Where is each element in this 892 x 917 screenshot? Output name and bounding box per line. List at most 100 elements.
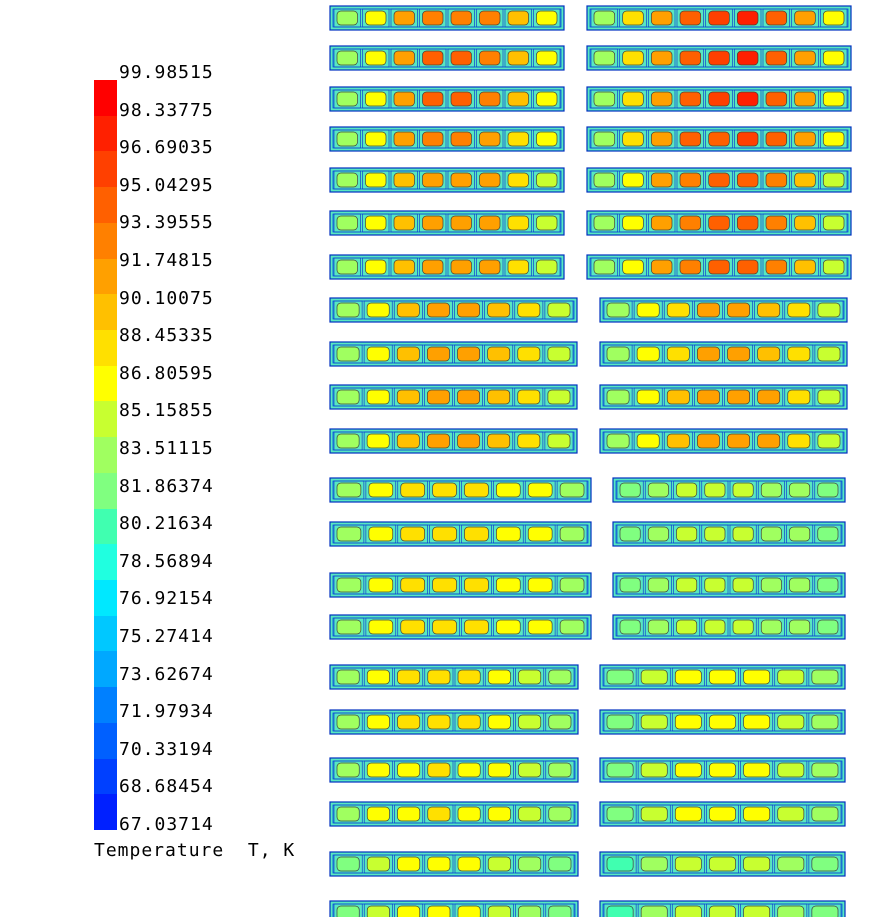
cell-wall xyxy=(362,170,390,190)
left-panel-inner-frame xyxy=(332,712,576,732)
cell-wall xyxy=(647,213,676,233)
cell-wall xyxy=(393,431,423,451)
cell-core xyxy=(811,669,839,685)
cell-core xyxy=(679,50,702,66)
cell-wall xyxy=(762,170,791,190)
cell-wall xyxy=(616,524,644,544)
cell-wall xyxy=(362,213,390,233)
legend-swatch xyxy=(94,222,117,260)
cell-core xyxy=(743,714,771,730)
cell-wall xyxy=(808,804,842,824)
cell-core xyxy=(450,259,472,275)
cell-wall xyxy=(603,344,633,364)
cell-core xyxy=(336,50,358,66)
cell-wall xyxy=(647,48,676,68)
cell-core xyxy=(732,526,754,542)
cell-core xyxy=(593,259,616,275)
cell-wall xyxy=(362,129,390,149)
left-panel-inner-frame xyxy=(332,8,562,28)
cell-core xyxy=(464,619,489,635)
cell-core xyxy=(794,215,816,231)
cell-wall xyxy=(819,170,848,190)
cell-core xyxy=(366,389,390,405)
left-panel-frame xyxy=(329,167,565,193)
cell-wall xyxy=(619,8,647,28)
legend-tick-label: 96.69035 xyxy=(119,137,214,159)
cell-wall xyxy=(590,213,619,233)
cell-wall xyxy=(701,524,729,544)
cell-wall xyxy=(663,300,693,320)
cell-wall xyxy=(676,8,705,28)
cell-wall xyxy=(476,170,504,190)
left-panel-inner-frame xyxy=(332,170,562,190)
cell-wall xyxy=(545,804,575,824)
cell-core xyxy=(507,172,529,188)
left-panel-inner-frame xyxy=(332,213,562,233)
cell-wall xyxy=(524,617,556,637)
cell-core xyxy=(518,714,542,730)
cell-wall xyxy=(814,480,842,500)
cell-wall xyxy=(740,854,774,874)
cell-wall xyxy=(363,804,393,824)
cell-core xyxy=(432,482,457,498)
cell-core xyxy=(432,526,457,542)
cell-core xyxy=(422,131,444,147)
cell-wall xyxy=(515,760,545,780)
cell-wall xyxy=(424,760,454,780)
cell-core xyxy=(732,619,754,635)
cell-core xyxy=(708,91,730,107)
cell-core xyxy=(496,482,521,498)
cell-wall xyxy=(673,480,701,500)
cell-core xyxy=(517,346,541,362)
cell-core xyxy=(507,50,529,66)
cell-wall xyxy=(454,712,484,732)
cell-wall xyxy=(454,667,484,687)
cell-wall xyxy=(733,213,762,233)
cell-wall xyxy=(333,480,365,500)
cell-wall xyxy=(676,170,705,190)
cell-wall xyxy=(791,170,819,190)
cell-wall xyxy=(724,344,753,364)
cell-core xyxy=(593,50,616,66)
cell-core xyxy=(559,526,585,542)
cell-core xyxy=(559,619,585,635)
cell-wall xyxy=(647,257,676,277)
cell-core xyxy=(708,215,730,231)
cell-wall xyxy=(740,804,774,824)
cell-core xyxy=(496,619,521,635)
cell-core xyxy=(547,302,571,318)
cell-wall xyxy=(740,667,774,687)
cell-core xyxy=(457,856,481,872)
cell-wall xyxy=(603,760,637,780)
cell-wall xyxy=(461,524,492,544)
cell-wall xyxy=(362,89,390,109)
cell-wall xyxy=(504,170,532,190)
cell-core xyxy=(606,302,630,318)
cell-core xyxy=(427,302,450,318)
left-panel-inner-frame xyxy=(332,575,589,595)
cell-wall xyxy=(644,480,672,500)
cell-wall xyxy=(393,344,423,364)
cell-core xyxy=(427,714,451,730)
cell-wall xyxy=(663,431,693,451)
cell-core xyxy=(636,302,660,318)
cell-wall xyxy=(705,257,733,277)
cell-wall xyxy=(484,712,514,732)
cell-core xyxy=(548,714,572,730)
cell-wall xyxy=(774,667,808,687)
cell-core xyxy=(787,433,811,449)
cell-wall xyxy=(447,213,475,233)
legend-tick-label: 88.45335 xyxy=(119,325,214,347)
cell-wall xyxy=(706,760,739,780)
cell-core xyxy=(393,172,415,188)
cell-wall xyxy=(724,300,753,320)
cell-wall xyxy=(603,712,637,732)
cell-core xyxy=(743,905,771,917)
cell-wall xyxy=(424,804,454,824)
cell-core xyxy=(559,482,585,498)
legend-swatch xyxy=(94,544,117,581)
cell-wall xyxy=(390,257,418,277)
cell-core xyxy=(427,346,450,362)
cell-core xyxy=(765,91,788,107)
cell-core xyxy=(336,346,360,362)
